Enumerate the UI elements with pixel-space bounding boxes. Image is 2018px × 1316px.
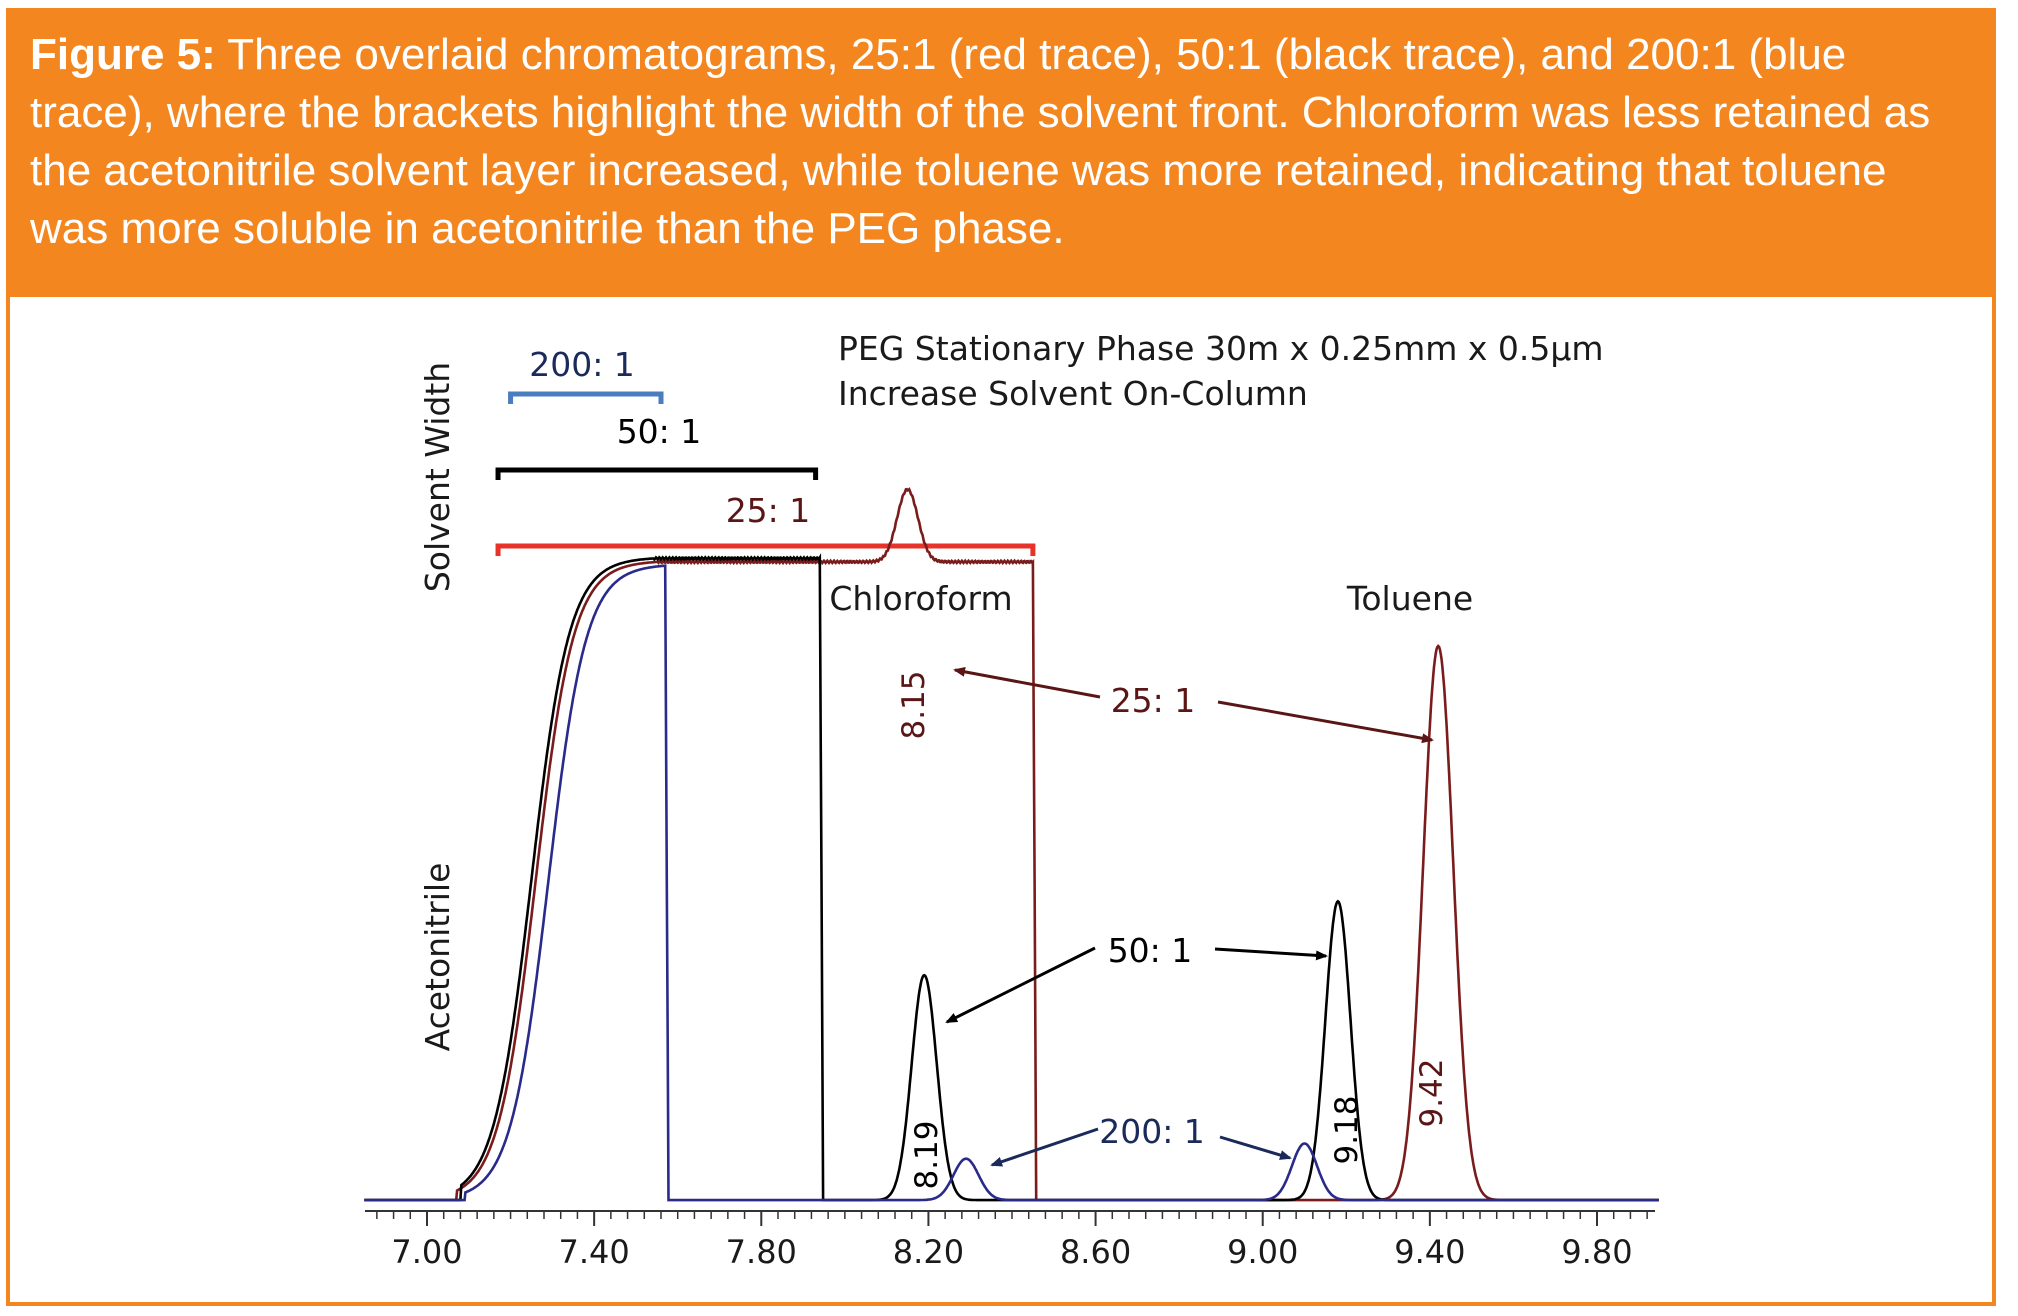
arrow-50-1-toluene [1214, 947, 1328, 961]
trace-200-1 [364, 564, 1659, 1202]
annotation-25-1: 25: 1 [1111, 681, 1196, 720]
peak-label-8-19: 8.19 [909, 1120, 945, 1189]
x-tick-label: 9.00 [1227, 1233, 1298, 1271]
arrow-200-1-chloroform [990, 1127, 1099, 1167]
peak-label-9-18: 9.18 [1329, 1095, 1365, 1164]
chart-title: PEG Stationary Phase 30m x 0.25mm x 0.5µ… [838, 329, 1604, 368]
arrow-25-1-chloroform [953, 666, 1101, 699]
arrow-25-1-toluene [1217, 700, 1434, 744]
figure-frame: Figure 5: Three overlaid chromatograms, … [6, 8, 1996, 1306]
bracket-label-50-1: 50: 1 [617, 412, 702, 451]
y-label-acetonitrile: Acetonitrile [418, 863, 457, 1052]
x-tick-label: 8.20 [893, 1233, 964, 1271]
arrow-200-1-toluene [1219, 1135, 1292, 1160]
x-axis-ticks [376, 1211, 1648, 1226]
peak-label-9-42: 9.42 [1414, 1058, 1450, 1127]
x-tick-label: 9.80 [1561, 1233, 1632, 1271]
x-tick-label: 7.40 [559, 1233, 630, 1271]
arrow-50-1-chloroform [945, 946, 1096, 1024]
annotation-200-1: 200: 1 [1099, 1112, 1205, 1151]
x-tick-label: 7.80 [726, 1233, 797, 1271]
solvent-bracket-50-1 [495, 467, 819, 480]
compound-label-chloroform: Chloroform [829, 579, 1012, 618]
caption-text: Three overlaid chromatograms, 25:1 (red … [30, 30, 1931, 253]
annotation-50-1: 50: 1 [1108, 931, 1193, 970]
x-axis-tick-labels: 7.00 7.40 7.80 8.20 8.60 9.00 9.40 9.80 [391, 1233, 1632, 1271]
bracket-label-25-1: 25: 1 [726, 491, 811, 530]
solvent-bracket-25-1 [495, 543, 1036, 556]
solvent-bracket-200-1 [508, 391, 664, 404]
chart-subtitle: Increase Solvent On-Column [838, 374, 1308, 413]
caption-label: Figure 5: [30, 30, 216, 79]
x-tick-label: 9.40 [1394, 1233, 1465, 1271]
compound-label-toluene: Toluene [1346, 579, 1473, 618]
x-tick-label: 7.00 [391, 1233, 462, 1271]
trace-25-1 [364, 487, 1659, 1202]
bracket-label-200-1: 200: 1 [529, 345, 635, 384]
x-tick-label: 8.60 [1060, 1233, 1131, 1271]
y-label-solvent-width: Solvent Width [418, 362, 457, 592]
trace-50-1 [364, 553, 1659, 1202]
figure-caption: Figure 5: Three overlaid chromatograms, … [10, 12, 1992, 297]
peak-label-8-15: 8.15 [896, 670, 932, 739]
